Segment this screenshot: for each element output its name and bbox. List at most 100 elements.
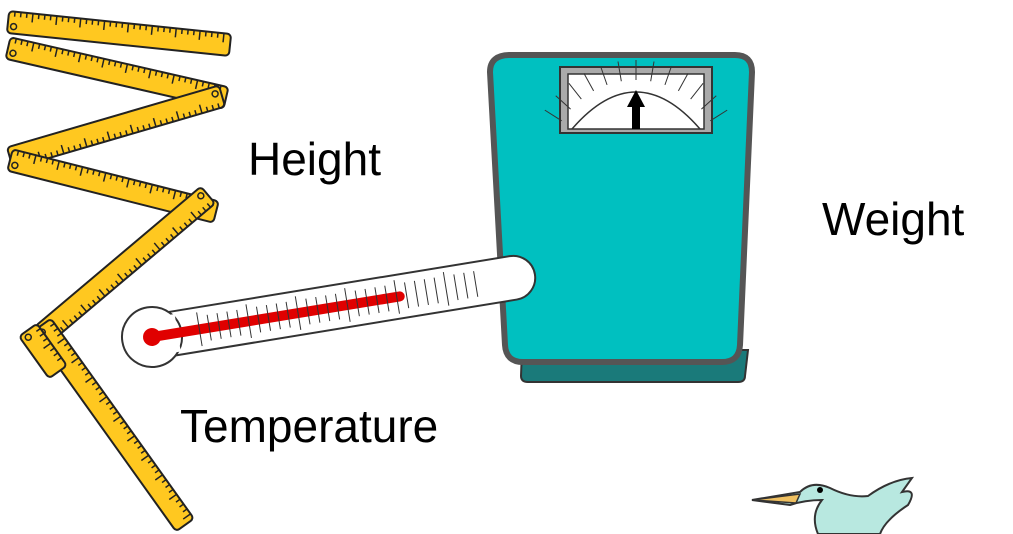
- ruler-tick: [85, 376, 94, 384]
- ruler-tick: [135, 257, 143, 266]
- dial-arrow: [627, 90, 645, 107]
- thermo-tick: [404, 282, 410, 309]
- thermo-tick: [265, 305, 272, 331]
- thermo-tick: [423, 279, 429, 305]
- ruler-tick: [147, 253, 152, 259]
- dial-tick: [650, 61, 655, 82]
- ruler-tick: [115, 175, 119, 181]
- mercury: [149, 291, 405, 342]
- dial-tick: [600, 65, 608, 86]
- ruler-tick: [63, 342, 69, 347]
- ruler-tick: [115, 22, 118, 28]
- ruler-tick: [73, 17, 76, 23]
- ruler-tick: [67, 17, 70, 23]
- ruler-tick: [67, 50, 70, 56]
- ruler-tick: [198, 104, 203, 114]
- ruler-tick: [161, 187, 165, 193]
- dial-tick: [664, 65, 672, 86]
- ruler-tick: [154, 469, 160, 474]
- ruler-tick: [83, 138, 88, 148]
- ruler-tick: [98, 171, 101, 177]
- ruler-tick: [61, 319, 69, 328]
- thermometer: [121, 254, 537, 368]
- ruler-tick: [87, 303, 92, 309]
- thermo-tick: [473, 271, 479, 297]
- ruler-tick: [206, 202, 212, 208]
- ruler-tick: [42, 337, 48, 342]
- ruler-tick: [119, 420, 125, 425]
- ruler-tick: [108, 59, 111, 66]
- ruler-tick: [132, 179, 136, 186]
- ruler-tick: [171, 74, 175, 84]
- ruler-tick: [78, 311, 83, 317]
- ruler-tick: [172, 190, 177, 200]
- ruler-tick: [19, 12, 22, 18]
- ruler-tick: [102, 136, 105, 143]
- ruler-tick: [186, 29, 189, 35]
- ruler-tick: [125, 130, 128, 136]
- ruler-tick: [182, 508, 188, 513]
- ruler-tick: [98, 391, 104, 396]
- ruler-tick: [151, 464, 157, 469]
- ruler-tick: [151, 249, 157, 255]
- ruler-tick: [74, 165, 78, 171]
- ruler-tick: [45, 157, 49, 164]
- ruler-tick: [149, 184, 154, 194]
- ruler-tick: [154, 474, 164, 481]
- ruler-tick: [113, 133, 117, 139]
- ruler-tick: [101, 58, 105, 68]
- ruler-tick: [147, 459, 153, 464]
- ruler-tick: [140, 454, 150, 462]
- ruler-tick: [109, 21, 112, 27]
- dial-tick: [617, 61, 622, 82]
- ruler-tick: [143, 67, 146, 74]
- ruler-tick: [169, 27, 172, 33]
- ruler-tick: [81, 366, 87, 371]
- ruler-tick: [79, 166, 84, 176]
- ruler-tick: [28, 153, 31, 159]
- ruler-tick: [217, 103, 221, 109]
- ruler-tick: [56, 357, 62, 362]
- thermo-tick: [206, 314, 212, 341]
- ruler-tick: [67, 147, 71, 153]
- ruler-tick: [13, 11, 16, 17]
- stork: [751, 476, 915, 534]
- ruler-tick: [175, 111, 180, 121]
- ruler-tick: [142, 257, 147, 262]
- ruler-segment: [5, 37, 229, 109]
- ruler-tick: [133, 440, 139, 445]
- ruler-tick: [56, 160, 60, 170]
- ruler-tick: [55, 15, 58, 26]
- ruler-tick: [160, 71, 164, 78]
- ruler-tick: [182, 113, 186, 119]
- ruler-tick: [31, 42, 35, 52]
- dial-tick: [710, 109, 728, 122]
- ruler-tick: [204, 31, 207, 37]
- ruler-tick: [184, 77, 187, 83]
- ruler-tick: [92, 299, 97, 305]
- ruler-tick: [207, 82, 211, 88]
- ruler-tick: [96, 295, 102, 301]
- ruler-tick: [205, 106, 209, 112]
- ruler-tick: [165, 118, 169, 124]
- thermo-tick: [453, 274, 459, 301]
- ruler-tick: [51, 159, 55, 165]
- ruler-tick: [14, 38, 18, 44]
- ruler-tick: [211, 104, 215, 111]
- ruler-tick: [80, 304, 88, 313]
- ruler-tick: [39, 332, 45, 337]
- ruler-tick: [131, 65, 135, 71]
- thermo-tick: [325, 295, 331, 322]
- thermo-tick: [334, 293, 341, 320]
- ruler-tick: [99, 396, 108, 403]
- ruler-tick: [96, 57, 99, 63]
- ruler-tick: [95, 386, 101, 391]
- ruler-tick: [139, 24, 142, 30]
- ruler-tick: [33, 155, 37, 165]
- ruler-tick: [20, 39, 23, 46]
- ruler-tick: [91, 19, 94, 25]
- ruler-tick: [92, 169, 95, 175]
- ruler-tick: [78, 143, 82, 149]
- ruler-tick: [84, 371, 90, 376]
